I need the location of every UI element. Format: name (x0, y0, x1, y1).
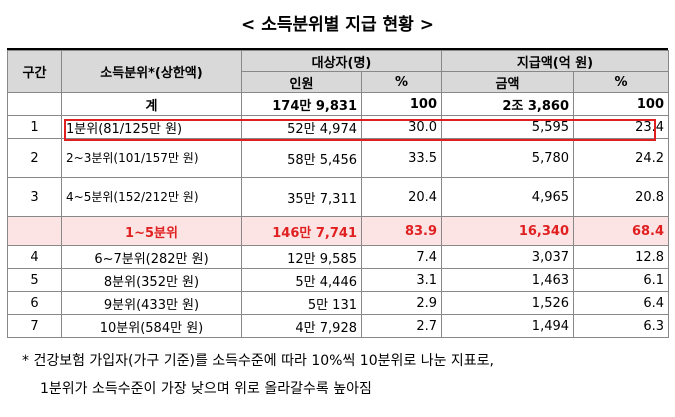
row-income: 8분위(352만 원) (61, 268, 242, 292)
table-row: 5 8분위(352만 원) 5만 4,446 3.1 1,463 6.1 (7, 268, 670, 292)
subtotal-section (7, 216, 62, 246)
payment-table: 구간 소득분위*(상한액) 대상자(명) 지급액(억 원) 인원 % 금액 % … (7, 50, 670, 338)
row-amount: 3,037 (441, 245, 575, 269)
header-count: 인원 (241, 71, 362, 93)
row-section: 5 (7, 268, 62, 292)
row-income: 4~5분위(152/212만 원) (61, 177, 242, 217)
table-row: 3 4~5분위(152/212만 원) 35만 7,311 20.4 4,965… (7, 177, 670, 217)
row-pct2: 12.8 (573, 245, 670, 269)
table-row: 4 6~7분위(282만 원) 12만 9,585 7.4 3,037 12.8 (7, 245, 670, 269)
row-income: 2~3분위(101/157만 원) (61, 138, 242, 178)
row-pct: 33.5 (360, 138, 443, 178)
subtotal-pct2: 68.4 (573, 216, 670, 246)
row-income: 6~7분위(282만 원) (61, 245, 242, 269)
row-pct2: 24.2 (573, 138, 670, 178)
header-pct: % (360, 71, 443, 93)
total-amount: 2조 3,860 (441, 92, 575, 116)
row-income: 9분위(433만 원) (61, 291, 242, 315)
table-top-border (7, 48, 668, 50)
row-pct: 2.9 (360, 291, 443, 315)
row-count: 5만 131 (241, 291, 362, 315)
header-pct2: % (573, 71, 670, 93)
total-label: 계 (61, 92, 242, 116)
row-count: 4만 7,928 (241, 314, 362, 338)
row-count: 35만 7,311 (241, 177, 362, 217)
total-pct: 100 (360, 92, 443, 116)
total-section (7, 92, 62, 116)
row-section: 6 (7, 291, 62, 315)
row-section: 1 (7, 115, 62, 139)
table-row-total: 계 174만 9,831 100 2조 3,860 100 (7, 92, 670, 116)
row-section: 2 (7, 138, 62, 178)
row-section: 3 (7, 177, 62, 217)
row-section: 4 (7, 245, 62, 269)
row-count: 5만 4,446 (241, 268, 362, 292)
table-row-subtotal: 1~5분위 146만 7,741 83.9 16,340 68.4 (7, 216, 670, 246)
table-row: 6 9분위(433만 원) 5만 131 2.9 1,526 6.4 (7, 291, 670, 315)
row-pct: 2.7 (360, 314, 443, 338)
subtotal-label: 1~5분위 (61, 216, 242, 246)
header-amount: 금액 (441, 71, 575, 93)
header-income-class: 소득분위*(상한액) (61, 50, 242, 93)
row-count: 52만 4,974 (241, 115, 362, 139)
subtotal-count: 146만 7,741 (241, 216, 362, 246)
row-amount: 4,965 (441, 177, 575, 217)
row-pct2: 20.8 (573, 177, 670, 217)
row-income: 10분위(584만 원) (61, 314, 242, 338)
row-amount: 1,463 (441, 268, 575, 292)
table-row: 2 2~3분위(101/157만 원) 58만 5,456 33.5 5,780… (7, 138, 670, 178)
subtotal-pct: 83.9 (360, 216, 443, 246)
row-count: 58만 5,456 (241, 138, 362, 178)
header-payment: 지급액(억 원) (441, 50, 670, 72)
row-section: 7 (7, 314, 62, 338)
row-amount: 5,595 (441, 115, 575, 139)
row-pct: 3.1 (360, 268, 443, 292)
total-count: 174만 9,831 (241, 92, 362, 116)
row-count: 12만 9,585 (241, 245, 362, 269)
footnote-line-2: 1분위가 소득수준이 가장 낮으며 위로 올라갈수록 높아짐 (40, 381, 372, 397)
row-income: 1분위(81/125만 원) (61, 115, 242, 139)
header-section: 구간 (7, 50, 62, 93)
row-pct: 30.0 (360, 115, 443, 139)
table-row: 1 1분위(81/125만 원) 52만 4,974 30.0 5,595 23… (7, 115, 670, 139)
row-pct: 20.4 (360, 177, 443, 217)
footnote-line-1: * 건강보험 가입자(가구 기준)를 소득수준에 따라 10%씩 10분위로 나… (22, 353, 494, 369)
row-amount: 1,494 (441, 314, 575, 338)
page-title: < 소득분위별 지급 현황 > (241, 15, 434, 35)
row-pct: 7.4 (360, 245, 443, 269)
row-pct2: 6.3 (573, 314, 670, 338)
row-pct2: 23.4 (573, 115, 670, 139)
row-amount: 5,780 (441, 138, 575, 178)
row-pct2: 6.1 (573, 268, 670, 292)
header-recipients: 대상자(명) (240, 50, 443, 72)
total-pct2: 100 (573, 92, 670, 116)
subtotal-amount: 16,340 (441, 216, 575, 246)
table-row: 7 10분위(584만 원) 4만 7,928 2.7 1,494 6.3 (7, 314, 670, 338)
row-pct2: 6.4 (573, 291, 670, 315)
row-amount: 1,526 (441, 291, 575, 315)
